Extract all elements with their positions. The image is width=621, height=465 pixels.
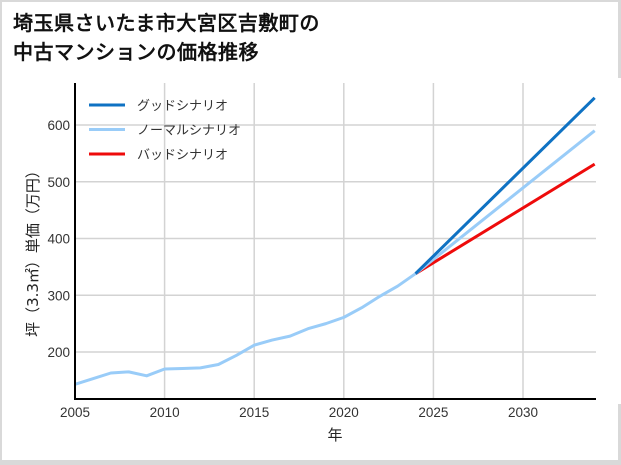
history-line — [74, 272, 417, 386]
y-axis-ticks: 200 300 400 500 600 — [47, 118, 70, 360]
y-tick-label: 300 — [47, 288, 70, 303]
x-tick-label: 2010 — [150, 405, 180, 420]
chart-title-line-2: 中古マンションの価格推移 — [13, 40, 259, 64]
x-tick-label: 2030 — [508, 405, 538, 420]
series-line — [414, 162, 596, 275]
y-tick-label: 600 — [47, 118, 70, 133]
axes — [74, 83, 596, 400]
grid-lines — [75, 83, 596, 399]
y-axis-label: 坪（3.3㎡）単価（万円） — [24, 163, 42, 337]
x-tick-label: 2005 — [60, 405, 90, 420]
series-line — [414, 129, 596, 275]
legend-label: グッドシナリオ — [137, 99, 228, 114]
chart-title: 埼玉県さいたま市大宮区吉敷町の 中古マンションの価格推移 — [13, 9, 320, 67]
y-tick-label: 400 — [47, 232, 70, 247]
data-lines — [74, 78, 621, 404]
y-tick-label: 200 — [47, 345, 70, 360]
x-axis-ticks: 2005 2010 2015 2020 2025 2030 — [60, 405, 538, 420]
plot-clip — [596, 78, 621, 404]
x-tick-label: 2015 — [239, 405, 269, 420]
x-axis-label: 年 — [327, 426, 342, 444]
chart-title-line-1: 埼玉県さいたま市大宮区吉敷町の — [13, 11, 320, 35]
legend-label: ノーマルシナリオ — [137, 124, 241, 139]
chart-card — [2, 2, 618, 460]
legend-label: バッドシナリオ — [137, 148, 228, 163]
x-tick-label: 2025 — [418, 405, 448, 420]
y-tick-label: 500 — [47, 175, 70, 190]
series-line — [414, 96, 596, 275]
x-tick-label: 2020 — [329, 405, 359, 420]
